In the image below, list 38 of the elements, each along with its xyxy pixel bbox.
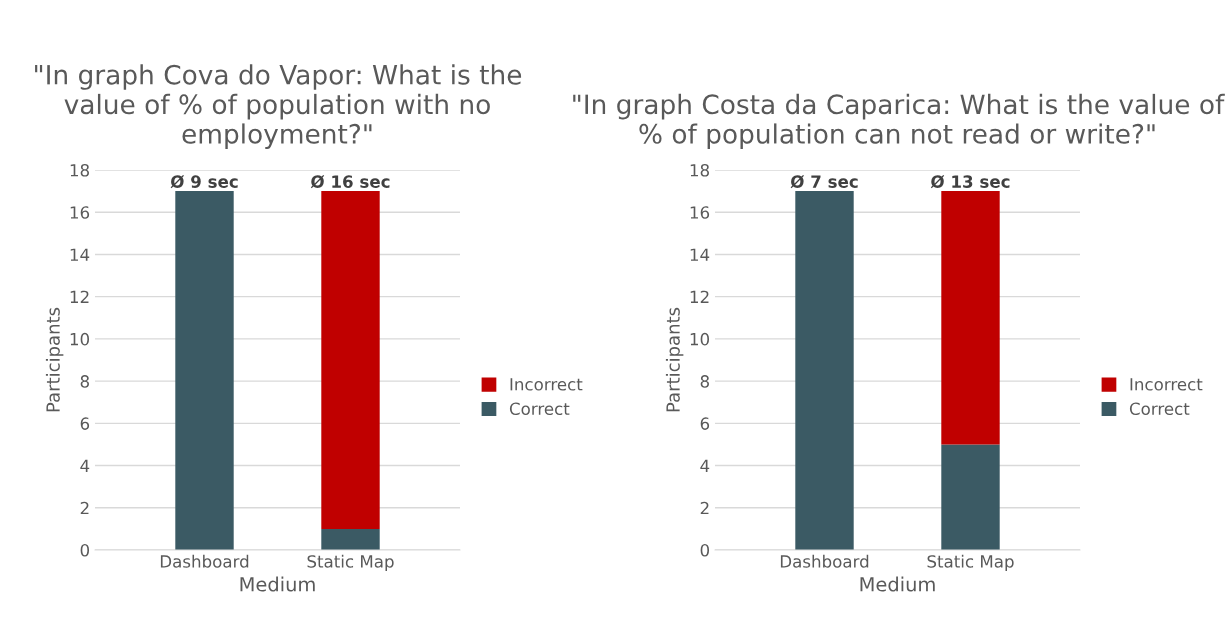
y-tick-label: 4 [80, 459, 90, 472]
y-tick-label: 10 [690, 332, 710, 346]
legend-label: Incorrect [1130, 378, 1203, 391]
y-tick-label: 18 [690, 163, 709, 177]
total-label: Ø 9 sec [170, 174, 238, 189]
y-tick-label: 12 [70, 290, 89, 303]
y-tick-label: 4 [700, 459, 710, 472]
y-tick-label: 16 [70, 206, 90, 219]
y-tick-label: 0 [700, 543, 710, 557]
y-tick-label: 14 [70, 248, 90, 261]
y-tick-label: 8 [700, 375, 709, 388]
total-label: Ø 7 sec [790, 174, 858, 189]
y-tick-label: 8 [80, 375, 89, 388]
y-tick-label: 16 [690, 206, 710, 219]
x-tick-label: Dashboard [780, 554, 869, 568]
legend-label: Incorrect [510, 378, 583, 391]
y-tick-label: 6 [700, 417, 710, 430]
legend-label: Correct [1129, 402, 1190, 416]
y-tick-label: 2 [700, 501, 709, 515]
y-tick-label: 18 [70, 163, 89, 177]
y-tick-label: 0 [80, 543, 90, 557]
total-label: Ø 13 sec [930, 174, 1010, 189]
legend-label: Correct [509, 402, 570, 416]
y-tick-label: 2 [80, 501, 89, 515]
x-tick-label: Static Map [927, 554, 1014, 571]
y-axis-title: Participants [45, 307, 64, 412]
y-tick-label: 6 [80, 417, 90, 430]
x-axis-title: Medium [860, 576, 935, 592]
chart-title: "In graph Costa da Caparica: What is the value of % of population can not read or write?" [573, 93, 1225, 149]
y-axis-title: Participants [665, 307, 684, 412]
y-tick-label: 14 [690, 248, 710, 261]
y-tick-label: 12 [690, 290, 709, 303]
x-tick-label: Static Map [307, 554, 394, 571]
chart-title: "In graph Cova do Vapor: What is the value of % of population with no employment?" [35, 64, 522, 149]
y-tick-label: 10 [70, 332, 90, 346]
x-axis-title: Medium [240, 576, 315, 592]
x-tick-label: Dashboard [160, 554, 249, 568]
total-label: Ø 16 sec [310, 174, 390, 189]
